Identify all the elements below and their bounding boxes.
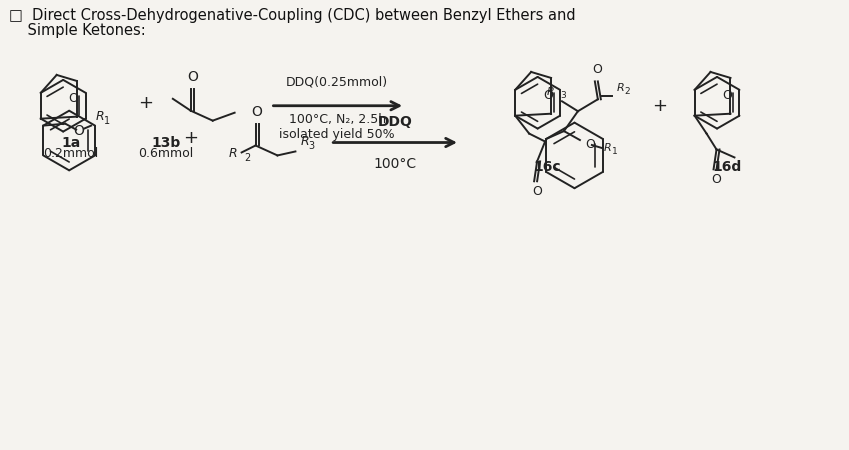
Text: O: O (251, 105, 262, 119)
Text: 100°C: 100°C (374, 158, 417, 171)
Text: R: R (229, 147, 238, 160)
Text: R: R (96, 110, 104, 123)
Text: +: + (183, 129, 199, 147)
Text: DDQ: DDQ (378, 115, 413, 129)
Text: O: O (543, 89, 553, 102)
Text: 1: 1 (104, 116, 110, 126)
Text: 16c: 16c (534, 160, 561, 175)
Text: 0.6mmol: 0.6mmol (138, 148, 194, 161)
Text: O: O (532, 185, 542, 198)
Text: R: R (546, 87, 554, 97)
Text: 3: 3 (308, 141, 314, 152)
Text: 1a: 1a (61, 135, 81, 149)
Text: R: R (604, 143, 611, 153)
Text: 13b: 13b (151, 135, 181, 149)
Text: 0.2mmol: 0.2mmol (43, 148, 98, 161)
Text: O: O (69, 92, 79, 105)
Text: +: + (138, 94, 154, 112)
Text: 1: 1 (612, 148, 617, 157)
Text: O: O (187, 70, 198, 84)
Text: Simple Ketones:: Simple Ketones: (9, 23, 146, 38)
Text: O: O (585, 138, 595, 150)
Text: 100°C, N₂, 2.5h: 100°C, N₂, 2.5h (289, 112, 385, 126)
Text: R: R (301, 135, 309, 148)
Text: O: O (74, 124, 85, 138)
Text: □  Direct Cross-Dehydrogenative-Coupling (CDC) between Benzyl Ethers and: □ Direct Cross-Dehydrogenative-Coupling … (9, 9, 576, 23)
Text: isolated yield 50%: isolated yield 50% (279, 128, 395, 140)
Text: 2: 2 (625, 87, 631, 96)
Text: +: + (652, 97, 666, 115)
Text: 2: 2 (245, 153, 250, 163)
Text: O: O (592, 63, 602, 76)
Text: O: O (722, 89, 733, 102)
Text: DDQ(0.25mmol): DDQ(0.25mmol) (286, 76, 388, 89)
Text: O: O (711, 173, 722, 186)
Text: R: R (616, 83, 625, 93)
Text: 3: 3 (560, 91, 565, 100)
Text: 16d: 16d (712, 160, 742, 175)
